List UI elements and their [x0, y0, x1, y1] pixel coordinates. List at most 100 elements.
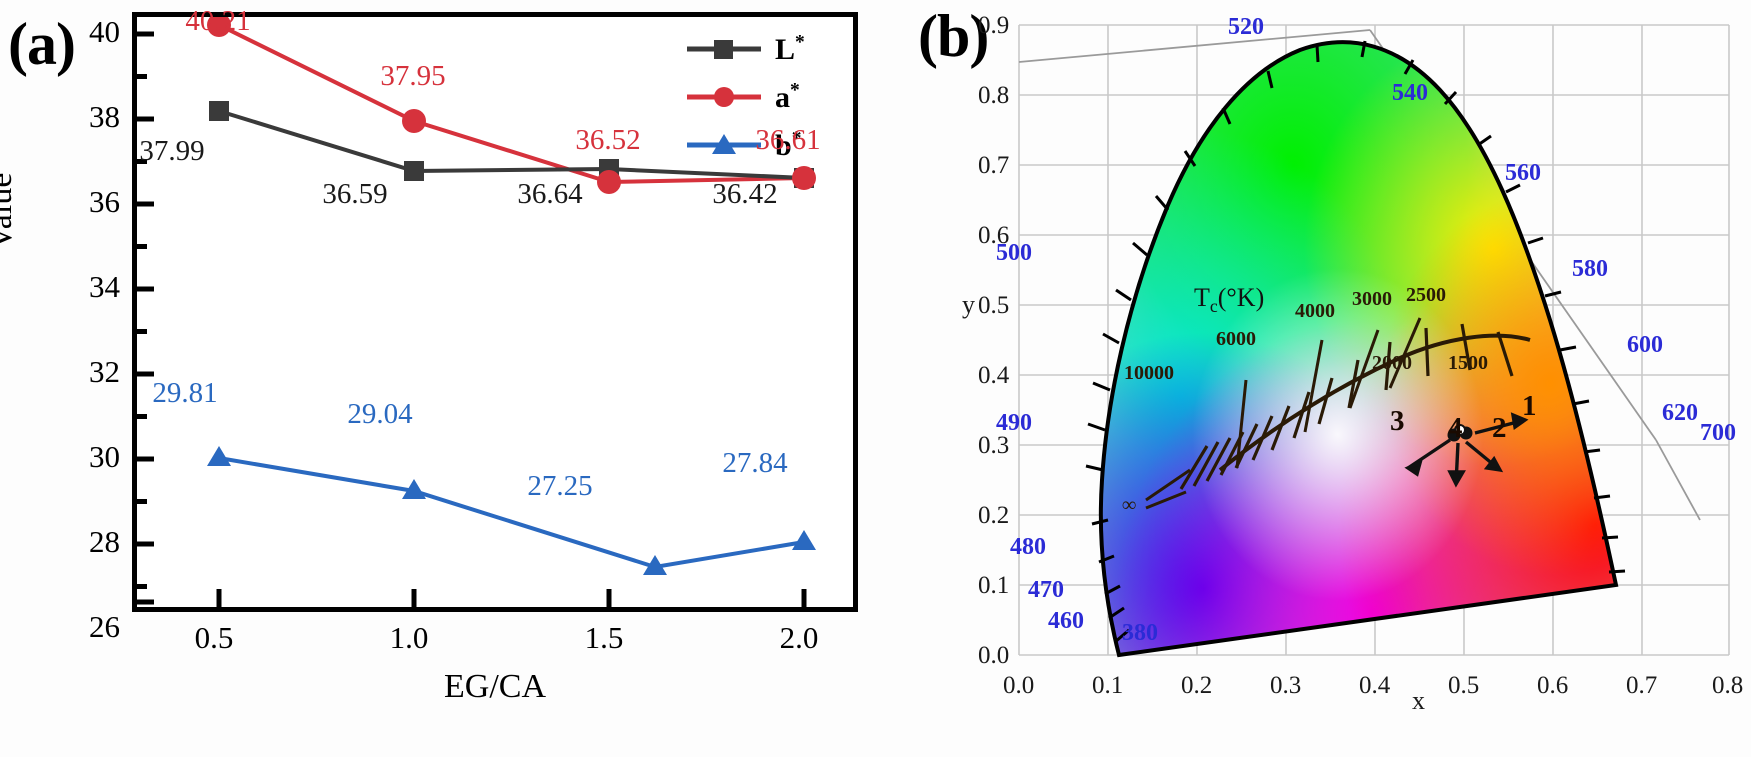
sample-label-1: 1 [1522, 390, 1537, 422]
y-tick-40: 40 [89, 14, 120, 49]
panel-a-line-chart: (a) Value 40 38 36 34 32 30 28 26 [0, 5, 858, 705]
wavelength-label-700: 700 [1700, 420, 1736, 446]
point-label-L-star-1: 36.59 [322, 178, 388, 210]
y-tick-30: 30 [89, 439, 120, 474]
point-label-L-star-2: 36.64 [517, 178, 583, 210]
point-label-b-star-2: 27.25 [527, 470, 593, 502]
wavelength-label-620: 620 [1662, 400, 1698, 426]
cie-x-tick-0-5: 0.5 [1448, 672, 1480, 699]
y-tick-38: 38 [89, 99, 120, 134]
point-label-a-star-1: 37.95 [380, 60, 446, 92]
cie-x-tick-0-2: 0.2 [1181, 672, 1213, 699]
point-label-L-star-0: 37.99 [139, 135, 205, 167]
cie-y-tick-0-6: 0.6 [978, 222, 1010, 249]
tc-label-1500: 1500 [1448, 352, 1488, 374]
wavelength-ticks [1085, 40, 1626, 644]
y-axis-major-ticks [137, 31, 154, 605]
point-label-a-star-2: 36.52 [575, 124, 641, 156]
panel-a-legend: L* a* [685, 25, 850, 169]
legend-swatch-b-star [685, 134, 763, 154]
y-tick-34: 34 [89, 269, 120, 304]
wavelength-label-380: 380 [1122, 620, 1158, 646]
sample-label-2: 2 [1492, 412, 1507, 444]
color-temperature-title: Tc(°K) [1194, 283, 1265, 317]
panel-a-x-axis-title: EG/CA [444, 668, 546, 705]
point-label-L-star-3: 36.42 [712, 178, 778, 210]
cie-x-tick-0-7: 0.7 [1626, 672, 1658, 699]
wavelength-label-500: 500 [996, 240, 1032, 266]
y-tick-36: 36 [89, 184, 120, 219]
x-tick-0-5: 0.5 [194, 620, 234, 655]
cie-y-tick-0-8: 0.8 [978, 82, 1010, 109]
sample-point-cluster [1447, 424, 1473, 442]
sample-label-3: 3 [1390, 405, 1405, 437]
series-b-star-markers [207, 446, 816, 575]
sample-label-4: 4 [1448, 412, 1463, 444]
series-a-star-markers [207, 17, 816, 194]
legend-label-b-star: b* [775, 128, 802, 162]
sample-arrows [1404, 412, 1529, 488]
legend-swatch-L-star [685, 40, 763, 59]
point-label-b-star-0: 29.81 [152, 377, 218, 409]
legend-label-L-star: L* [775, 32, 805, 66]
panel-b-cie-diagram: (b) [900, 0, 1751, 757]
cie-diagram-svg [1018, 24, 1730, 658]
tc-label-2000: 2000 [1372, 352, 1412, 374]
wavelength-label-490: 490 [996, 410, 1032, 436]
wavelength-label-600: 600 [1627, 332, 1663, 358]
cie-x-tick-0-1: 0.1 [1092, 672, 1124, 699]
point-label-b-star-3: 27.84 [722, 447, 788, 479]
x-axis-ticks [216, 589, 807, 607]
panel-a-series-svg [137, 17, 816, 607]
x-tick-1-5: 1.5 [584, 620, 624, 655]
y-tick-32: 32 [89, 354, 120, 389]
wavelength-label-480: 480 [1010, 534, 1046, 560]
panel-b-tag: (b) [918, 3, 989, 69]
cie-x-tick-0-3: 0.3 [1270, 672, 1302, 699]
tc-label-6000: 6000 [1216, 328, 1256, 350]
point-label-a-star-0: 40.21 [185, 5, 251, 37]
legend-item-a-star[interactable]: a* [685, 73, 850, 121]
series-a-star-line [218, 23, 805, 185]
x-tick-1-0: 1.0 [389, 620, 429, 655]
wavelength-label-560: 560 [1505, 160, 1541, 186]
series-L-star-line [218, 109, 805, 180]
tc-label-4000: 4000 [1295, 300, 1335, 322]
panel-a-y-axis-title: Value [0, 172, 19, 250]
legend-label-a-star: a* [775, 80, 800, 114]
wavelength-label-540: 540 [1392, 80, 1428, 106]
panel-a-plot-area: L* a* [132, 12, 858, 612]
legend-swatch-a-star [685, 87, 763, 107]
legend-item-b-star[interactable]: b* [685, 121, 850, 169]
cie-y-tick-0-7: 0.7 [978, 152, 1010, 179]
cie-y-tick-0-4: 0.4 [978, 362, 1010, 389]
y-tick-26: 26 [89, 609, 120, 644]
cie-y-tick-0-0: 0.0 [978, 642, 1010, 669]
x-tick-2-0: 2.0 [779, 620, 819, 655]
cie-y-tick-0-1: 0.1 [978, 572, 1010, 599]
tc-label-infinity: ∞ [1122, 494, 1137, 516]
series-b-star-line [218, 456, 805, 570]
wavelength-label-460: 460 [1048, 608, 1084, 634]
cie-x-tick-0-6: 0.6 [1537, 672, 1569, 699]
cie-y-tick-0-5: 0.5 [978, 292, 1010, 319]
tc-label-2500: 2500 [1406, 284, 1446, 306]
point-label-a-star-3: 36.61 [755, 124, 821, 156]
wavelength-label-470: 470 [1028, 577, 1064, 603]
y-tick-28: 28 [89, 524, 120, 559]
cie-y-tick-0-9: 0.9 [978, 12, 1010, 39]
cie-y-axis-title: y [962, 290, 975, 319]
cie-x-tick-0-8: 0.8 [1712, 672, 1744, 699]
temperature-leader-lines [1145, 317, 1422, 510]
y-axis-minor-ticks [137, 74, 147, 589]
cie-y-tick-0-3: 0.3 [978, 432, 1010, 459]
legend-item-L-star[interactable]: L* [685, 25, 850, 73]
wavelength-label-580: 580 [1572, 256, 1608, 282]
point-label-b-star-1: 29.04 [347, 398, 413, 430]
cie-x-tick-0-0: 0.0 [1003, 672, 1035, 699]
tc-label-3000: 3000 [1352, 288, 1392, 310]
cie-chromaticity-plot: 0.9 0.8 0.7 0.6 0.5 0.4 0.3 0.2 0.1 0.0 … [900, 0, 1751, 757]
wavelength-label-520: 520 [1228, 14, 1264, 40]
cie-y-tick-0-2: 0.2 [978, 502, 1010, 529]
